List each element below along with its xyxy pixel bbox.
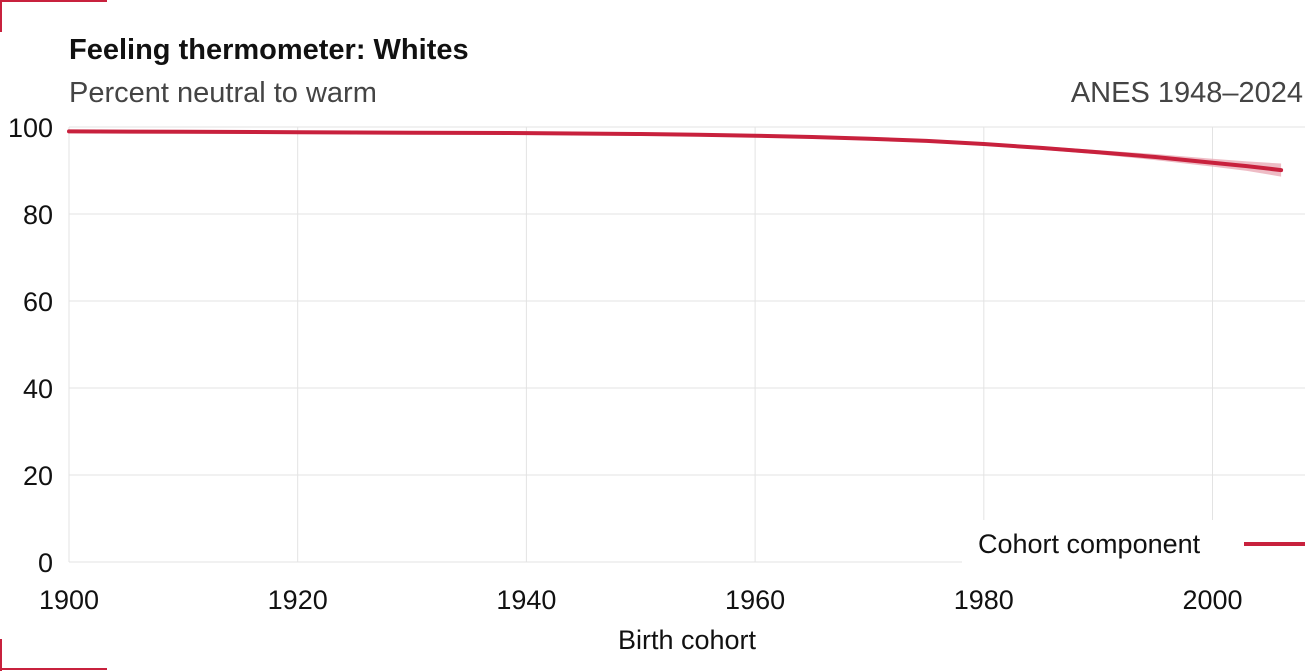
y-tick-label: 60 — [23, 287, 53, 317]
chart-subtitle: Percent neutral to warm — [69, 77, 377, 109]
y-tick-label: 0 — [38, 548, 53, 578]
x-tick-label: 1940 — [496, 585, 556, 615]
x-tick-label: 1920 — [268, 585, 328, 615]
x-axis-title: Birth cohort — [618, 625, 757, 655]
y-tick-label: 80 — [23, 200, 53, 230]
x-tick-label: 1980 — [954, 585, 1014, 615]
series-line-cohort-component — [67, 129, 1284, 173]
tick-labels: 0 20 40 60 80 100 1900 1920 1940 1960 1980 2000 — [8, 113, 1243, 615]
gridlines — [68, 126, 1305, 563]
corner-mark-bottom-stem — [0, 639, 2, 671]
y-tick-label: 100 — [8, 113, 53, 143]
corner-mark-top-bar — [0, 0, 107, 2]
corner-mark-bottom-bar — [0, 668, 107, 670]
series-line-layer — [67, 129, 1284, 173]
x-tick-label: 2000 — [1182, 585, 1242, 615]
chart-source: ANES 1948–2024 — [1070, 77, 1303, 109]
legend-label: Cohort component — [978, 529, 1201, 559]
x-tick-label: 1960 — [725, 585, 785, 615]
y-tick-label: 20 — [23, 461, 53, 491]
x-tick-label: 1900 — [39, 585, 99, 615]
chart-title: Feeling thermometer: Whites — [69, 34, 469, 66]
corner-mark-top-stem — [0, 0, 2, 32]
legend: Cohort component — [962, 520, 1305, 570]
y-tick-label: 40 — [23, 374, 53, 404]
legend-line-swatch — [1244, 542, 1305, 546]
